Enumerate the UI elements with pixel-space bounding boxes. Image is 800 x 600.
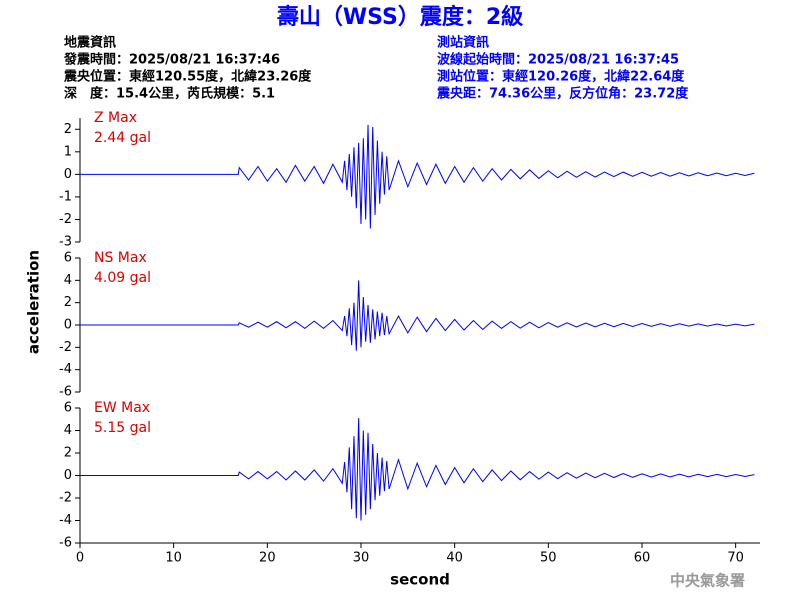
info-line: 深 度：15.4公里，芮氏規模：5.1 xyxy=(64,86,275,102)
y-tick-label: -6 xyxy=(59,536,72,551)
y-tick-label: 6 xyxy=(64,251,72,266)
waveform xyxy=(80,280,755,351)
y-tick-label: -1 xyxy=(59,189,72,204)
y-tick-label: -4 xyxy=(59,513,72,528)
x-tick-label: 60 xyxy=(634,551,651,566)
info-line: 震央距：74.36公里，反方位角：23.72度 xyxy=(436,86,689,102)
x-tick-label: 40 xyxy=(446,551,463,566)
footer: 中央氣象署 xyxy=(670,572,745,590)
y-tick-label: -4 xyxy=(59,362,72,377)
info-line: 震央位置：東經120.55度，北緯23.26度 xyxy=(63,69,312,85)
info-line: 測站資訊 xyxy=(437,35,489,51)
x-tick-label: 30 xyxy=(353,551,370,566)
info-line: 波線起始時間：2025/08/21 16:37:45 xyxy=(437,52,679,68)
y-tick-label: 4 xyxy=(64,423,72,438)
y-tick-label: 4 xyxy=(64,273,72,288)
panel-title: NS Max xyxy=(94,250,147,266)
y-tick-label: 6 xyxy=(64,401,72,416)
info-line: 地震資訊 xyxy=(64,35,116,51)
panel-annotation: 5.15 gal xyxy=(94,420,151,436)
y-tick-label: 0 xyxy=(64,167,72,182)
y-tick-label: -2 xyxy=(59,212,72,227)
chart-title: 壽山（WSS）震度：2級 xyxy=(277,4,523,30)
x-axis-label: second xyxy=(390,571,450,589)
y-tick-label: 2 xyxy=(64,122,72,137)
x-tick-label: 10 xyxy=(165,551,182,566)
x-tick-label: 50 xyxy=(540,551,557,566)
y-tick-label: -2 xyxy=(59,491,72,506)
y-tick-label: -2 xyxy=(59,340,72,355)
info-line: 測站位置：東經120.26度，北緯22.64度 xyxy=(437,69,685,85)
panel-annotation: 4.09 gal xyxy=(94,270,151,286)
panel-title: Z Max xyxy=(94,110,137,126)
y-axis-label: acceleration xyxy=(25,250,43,354)
y-tick-label: 2 xyxy=(64,446,72,461)
y-tick-label: 2 xyxy=(64,295,72,310)
waveform xyxy=(80,124,755,229)
x-tick-label: 20 xyxy=(259,551,276,566)
x-tick-label: 0 xyxy=(76,551,84,566)
panel-annotation: 2.44 gal xyxy=(94,130,151,146)
info-line: 發震時間：2025/08/21 16:37:46 xyxy=(63,52,280,68)
y-tick-label: 0 xyxy=(64,468,72,483)
y-tick-label: 0 xyxy=(64,318,72,333)
y-tick-label: 1 xyxy=(64,144,72,159)
panel-title: EW Max xyxy=(94,400,150,416)
y-tick-label: -3 xyxy=(59,235,72,250)
x-tick-label: 70 xyxy=(727,551,744,566)
y-tick-label: -6 xyxy=(59,385,72,400)
waveform xyxy=(80,418,755,521)
